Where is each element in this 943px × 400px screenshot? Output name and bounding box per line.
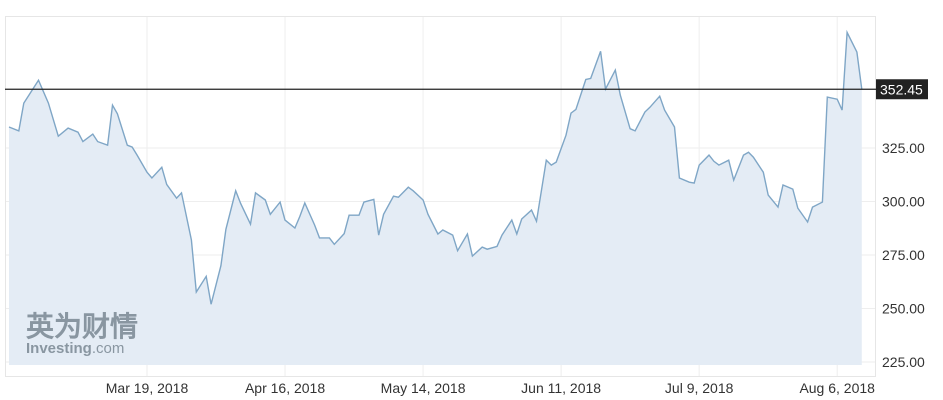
y-tick-label: 250.00: [882, 301, 925, 317]
y-tick-label: 325.00: [882, 140, 925, 156]
watermark-cn: 英为财情: [26, 310, 138, 343]
x-axis: Mar 19, 2018 Apr 16, 2018 May 14, 2018 Jun …: [106, 380, 875, 396]
y-tick-label: 300.00: [882, 194, 925, 210]
current-price-label: 352.45: [880, 81, 923, 97]
y-axis: 225.00 250.00 275.00 300.00 325.00: [882, 140, 925, 370]
x-tick-label: Jun 11, 2018: [521, 380, 601, 396]
current-price-badge: [876, 79, 928, 100]
x-tick-label: Jul 9, 2018: [665, 380, 734, 396]
watermark-logo: 英为财情 Investing.com: [26, 310, 138, 357]
y-tick-label: 275.00: [882, 247, 925, 263]
x-tick-label: Mar 19, 2018: [106, 380, 189, 396]
price-area: [9, 32, 862, 366]
price-line: [8, 29, 863, 305]
x-tick-label: Aug 6, 2018: [799, 380, 875, 396]
y-tick-label: 225.00: [882, 354, 925, 370]
x-tick-label: Apr 16, 2018: [245, 380, 325, 396]
watermark-en: Investing.com: [26, 340, 124, 357]
x-tick-label: May 14, 2018: [381, 380, 466, 396]
